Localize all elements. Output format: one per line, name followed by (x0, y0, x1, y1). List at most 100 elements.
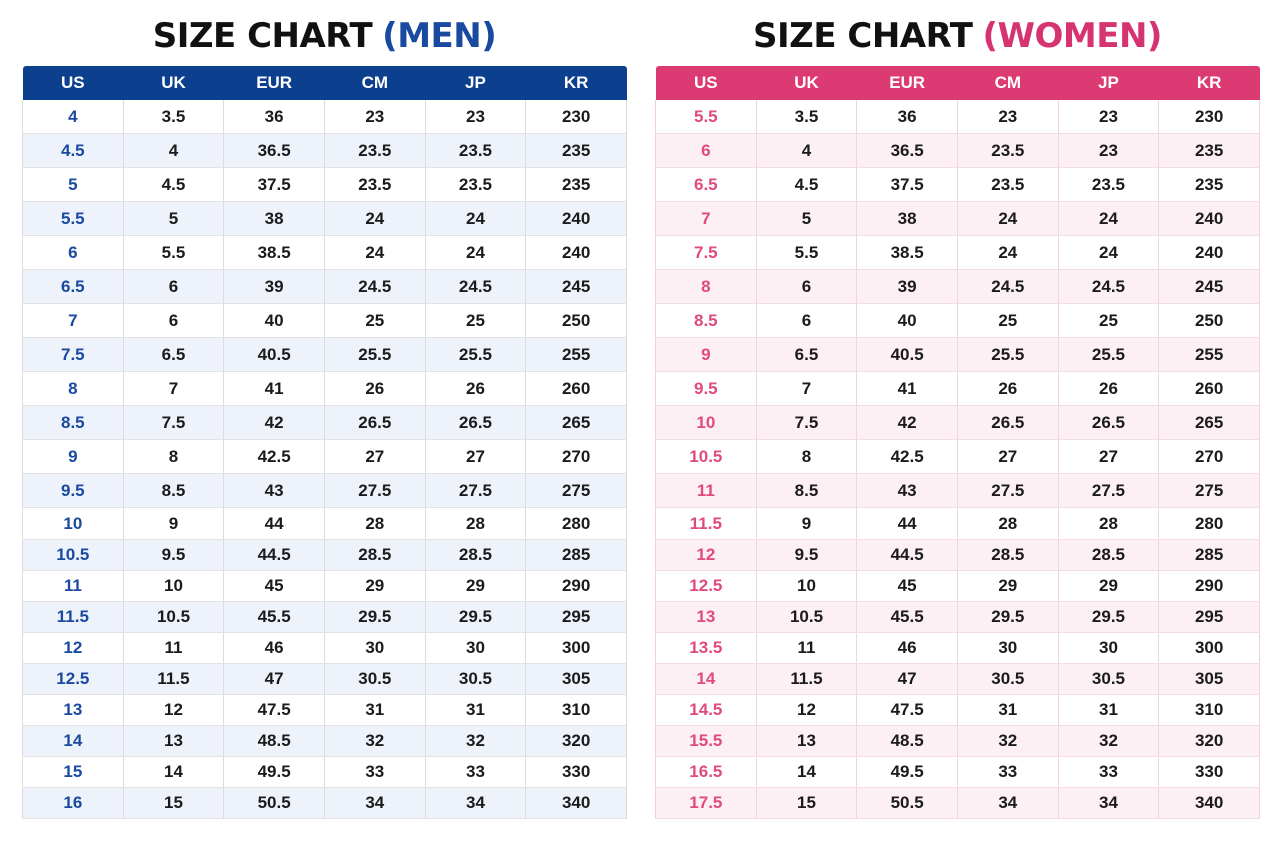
table-row: 14 11.5 47 30.5 30.5 305 (656, 664, 1260, 695)
cell-cm: 27 (957, 440, 1058, 474)
table-row: 14 13 48.5 32 32 320 (23, 726, 627, 757)
cell-jp: 24.5 (425, 270, 526, 304)
cell-jp: 26 (425, 372, 526, 406)
column-header-kr: KR (1159, 66, 1260, 100)
women-table-body: 5.5 3.5 36 23 23 230 6 4 36.5 23.5 23 235 6.5 4.5 37.5… (656, 100, 1260, 819)
cell-us: 12 (23, 633, 124, 664)
table-row: 6 5.5 38.5 24 24 240 (23, 236, 627, 270)
cell-uk: 6.5 (123, 338, 224, 372)
cell-kr: 245 (526, 270, 627, 304)
cell-eur: 40.5 (857, 338, 958, 372)
cell-kr: 320 (1159, 726, 1260, 757)
cell-kr: 240 (1159, 202, 1260, 236)
cell-uk: 3.5 (756, 100, 857, 134)
cell-us: 13 (656, 602, 757, 633)
cell-kr: 265 (526, 406, 627, 440)
cell-eur: 40 (857, 304, 958, 338)
cell-eur: 39 (857, 270, 958, 304)
cell-jp: 25 (425, 304, 526, 338)
cell-uk: 5.5 (123, 236, 224, 270)
cell-us: 8.5 (656, 304, 757, 338)
cell-jp: 23 (1058, 134, 1159, 168)
cell-eur: 42 (224, 406, 325, 440)
cell-kr: 305 (526, 664, 627, 695)
cell-uk: 4 (123, 134, 224, 168)
cell-us: 8.5 (23, 406, 124, 440)
cell-kr: 235 (1159, 168, 1260, 202)
cell-us: 4.5 (23, 134, 124, 168)
column-header-eur: EUR (224, 66, 325, 100)
cell-us: 7.5 (23, 338, 124, 372)
cell-kr: 295 (1159, 602, 1260, 633)
cell-us: 10 (23, 508, 124, 540)
table-row: 10.5 8 42.5 27 27 270 (656, 440, 1260, 474)
table-row: 8.5 7.5 42 26.5 26.5 265 (23, 406, 627, 440)
cell-us: 7.5 (656, 236, 757, 270)
cell-kr: 295 (526, 602, 627, 633)
cell-eur: 44 (857, 508, 958, 540)
cell-jp: 23.5 (425, 168, 526, 202)
cell-jp: 30 (1058, 633, 1159, 664)
cell-kr: 235 (1159, 134, 1260, 168)
cell-jp: 28 (1058, 508, 1159, 540)
cell-cm: 32 (957, 726, 1058, 757)
cell-cm: 24.5 (957, 270, 1058, 304)
table-row: 13 10.5 45.5 29.5 29.5 295 (656, 602, 1260, 633)
cell-uk: 7 (123, 372, 224, 406)
column-header-uk: UK (756, 66, 857, 100)
cell-kr: 340 (1159, 788, 1260, 819)
cell-uk: 9 (756, 508, 857, 540)
cell-cm: 30.5 (324, 664, 425, 695)
cell-uk: 10 (123, 571, 224, 602)
cell-kr: 330 (526, 757, 627, 788)
cell-cm: 28.5 (324, 540, 425, 571)
table-row: 9.5 8.5 43 27.5 27.5 275 (23, 474, 627, 508)
cell-us: 16 (23, 788, 124, 819)
cell-uk: 9.5 (756, 540, 857, 571)
cell-eur: 44.5 (857, 540, 958, 571)
cell-cm: 24 (957, 236, 1058, 270)
cell-eur: 38 (857, 202, 958, 236)
cell-kr: 310 (1159, 695, 1260, 726)
cell-us: 9.5 (656, 372, 757, 406)
cell-kr: 235 (526, 168, 627, 202)
cell-uk: 15 (756, 788, 857, 819)
cell-kr: 265 (1159, 406, 1260, 440)
cell-eur: 47 (224, 664, 325, 695)
cell-eur: 38 (224, 202, 325, 236)
cell-cm: 23.5 (324, 168, 425, 202)
cell-eur: 42.5 (857, 440, 958, 474)
women-title-text: SIZE CHART (753, 16, 972, 56)
cell-uk: 3.5 (123, 100, 224, 134)
cell-eur: 36.5 (857, 134, 958, 168)
column-header-kr: KR (526, 66, 627, 100)
cell-kr: 270 (1159, 440, 1260, 474)
cell-jp: 23.5 (1058, 168, 1159, 202)
cell-jp: 27.5 (1058, 474, 1159, 508)
men-title-text: SIZE CHART (153, 16, 372, 56)
cell-us: 5.5 (23, 202, 124, 236)
cell-cm: 25.5 (324, 338, 425, 372)
table-row: 4.5 4 36.5 23.5 23.5 235 (23, 134, 627, 168)
table-row: 9.5 7 41 26 26 260 (656, 372, 1260, 406)
cell-us: 5.5 (656, 100, 757, 134)
cell-kr: 290 (526, 571, 627, 602)
cell-uk: 7.5 (756, 406, 857, 440)
cell-kr: 275 (526, 474, 627, 508)
cell-jp: 34 (425, 788, 526, 819)
cell-kr: 300 (526, 633, 627, 664)
cell-kr: 270 (526, 440, 627, 474)
cell-eur: 43 (224, 474, 325, 508)
cell-uk: 8.5 (756, 474, 857, 508)
cell-eur: 43 (857, 474, 958, 508)
cell-cm: 26 (957, 372, 1058, 406)
table-row: 9 6.5 40.5 25.5 25.5 255 (656, 338, 1260, 372)
cell-kr: 330 (1159, 757, 1260, 788)
cell-eur: 47.5 (857, 695, 958, 726)
cell-cm: 23.5 (957, 134, 1058, 168)
cell-uk: 7 (756, 372, 857, 406)
cell-cm: 28 (957, 508, 1058, 540)
women-header-row: US UK EUR CM JP KR (656, 66, 1260, 100)
cell-uk: 6 (123, 304, 224, 338)
cell-uk: 7.5 (123, 406, 224, 440)
